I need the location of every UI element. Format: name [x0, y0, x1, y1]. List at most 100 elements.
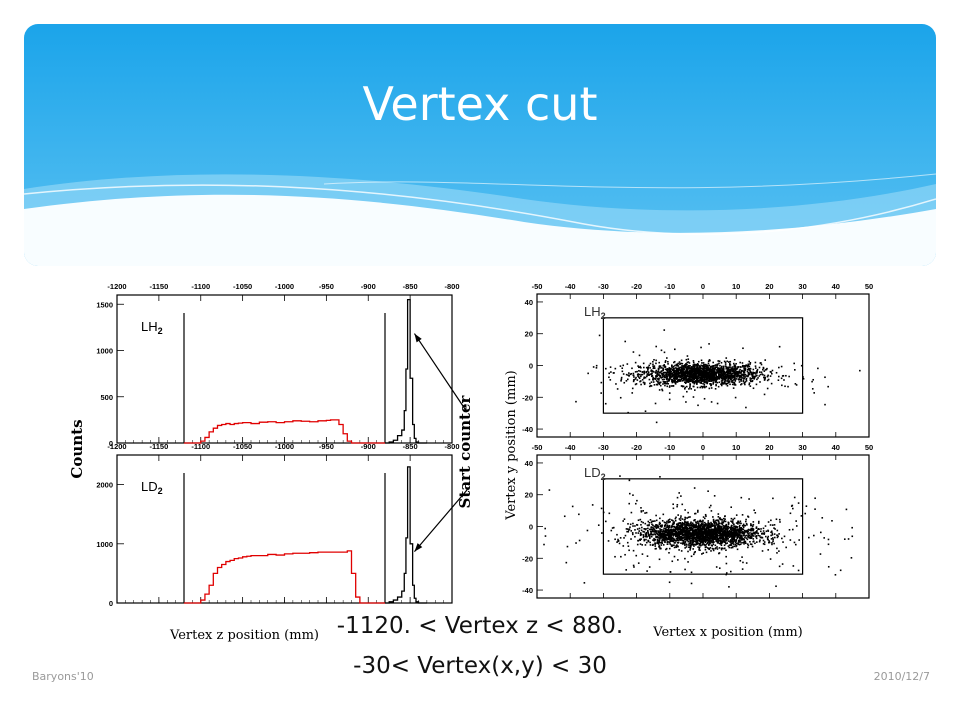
- data-point: [747, 546, 749, 549]
- data-point: [707, 536, 710, 539]
- data-point: [793, 541, 796, 544]
- data-point: [639, 532, 642, 535]
- data-point: [732, 536, 735, 539]
- data-point: [699, 370, 701, 373]
- data-point: [636, 499, 638, 502]
- data-point: [656, 541, 659, 544]
- data-point: [771, 537, 774, 539]
- data-point: [669, 368, 672, 371]
- data-point: [663, 524, 666, 527]
- data-point: [667, 532, 670, 535]
- data-point: [638, 369, 640, 372]
- data-point: [687, 540, 689, 543]
- data-point: [708, 387, 711, 390]
- data-point: [725, 538, 727, 541]
- scatter-lh2-points: [575, 329, 861, 424]
- data-point: [678, 375, 681, 377]
- data-point: [658, 365, 661, 368]
- scatter-ld2-xtick-label: 20: [765, 443, 773, 452]
- data-point: [643, 372, 645, 375]
- data-point: [707, 368, 710, 370]
- data-point: [847, 538, 850, 540]
- data-point: [772, 538, 774, 541]
- data-point: [738, 374, 741, 377]
- data-point: [698, 549, 700, 551]
- data-point: [742, 541, 745, 544]
- data-point: [694, 373, 696, 376]
- data-point: [575, 400, 577, 403]
- data-point: [742, 534, 745, 537]
- data-point: [712, 539, 714, 542]
- data-point: [725, 382, 728, 385]
- data-point: [717, 367, 720, 369]
- data-point: [676, 505, 678, 508]
- data-point: [721, 541, 724, 544]
- data-point: [692, 523, 695, 526]
- data-point: [670, 544, 673, 547]
- data-point: [702, 379, 704, 381]
- data-point: [691, 529, 693, 532]
- data-point: [722, 369, 724, 371]
- data-point: [677, 539, 680, 542]
- data-point: [703, 367, 705, 370]
- data-point: [655, 519, 658, 522]
- data-point: [813, 534, 815, 537]
- data-point: [737, 539, 740, 542]
- data-point: [741, 362, 744, 364]
- data-point: [711, 531, 714, 534]
- data-point: [744, 369, 746, 372]
- data-point: [693, 369, 696, 371]
- data-point: [727, 523, 730, 525]
- data-point: [674, 364, 676, 367]
- data-point: [700, 377, 703, 380]
- data-point: [685, 381, 687, 384]
- data-point: [705, 523, 707, 525]
- data-point: [715, 533, 718, 536]
- data-point: [571, 505, 574, 508]
- data-point: [739, 543, 742, 546]
- data-point: [755, 537, 758, 540]
- data-point: [705, 380, 707, 383]
- data-point: [686, 536, 689, 539]
- data-point: [745, 522, 748, 525]
- data-point: [685, 363, 687, 366]
- data-point: [738, 522, 741, 524]
- data-point: [742, 528, 745, 531]
- data-point: [652, 529, 654, 531]
- data-point: [712, 516, 714, 518]
- data-point: [744, 536, 746, 539]
- data-point: [729, 532, 731, 535]
- data-point: [691, 527, 694, 530]
- data-point: [693, 363, 696, 366]
- data-point: [724, 532, 726, 534]
- data-point: [831, 520, 833, 522]
- data-point: [647, 540, 650, 543]
- data-point: [741, 525, 744, 527]
- data-point: [733, 381, 736, 384]
- data-point: [682, 372, 685, 375]
- scatter-lh2-xtick-label: 50: [865, 282, 873, 291]
- data-point: [714, 531, 717, 534]
- data-point: [731, 366, 734, 368]
- data-point: [739, 520, 742, 523]
- data-point: [772, 497, 774, 500]
- data-point: [721, 521, 723, 523]
- data-point: [654, 377, 657, 380]
- data-point: [655, 514, 657, 517]
- data-point: [678, 361, 681, 363]
- data-point: [711, 367, 714, 370]
- data-point: [720, 383, 722, 385]
- data-point: [701, 385, 704, 388]
- data-point: [686, 374, 689, 376]
- data-point: [707, 526, 709, 529]
- data-point: [663, 538, 666, 540]
- data-point: [632, 525, 634, 527]
- data-point: [733, 364, 736, 366]
- data-point: [684, 382, 687, 384]
- data-point: [717, 534, 720, 537]
- title-banner: [24, 24, 936, 266]
- data-point: [661, 389, 664, 392]
- data-point: [709, 369, 711, 371]
- data-point: [640, 529, 643, 532]
- data-point: [655, 375, 657, 377]
